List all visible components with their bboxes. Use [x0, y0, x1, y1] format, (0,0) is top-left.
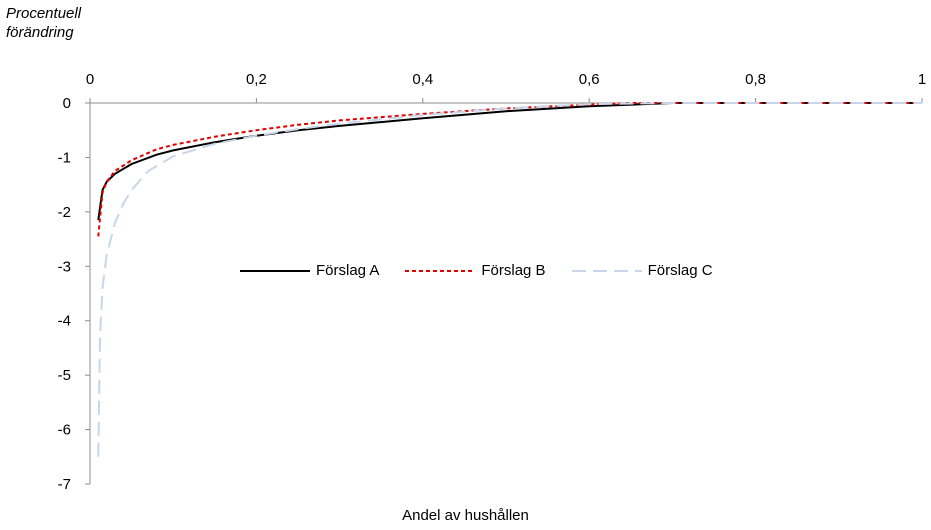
legend-label-c: Förslag C [647, 262, 713, 279]
y-tick-label: -7 [58, 476, 71, 493]
x-tick-label: 0,6 [579, 71, 600, 88]
legend-swatch-c [571, 269, 642, 272]
y-tick-label: -4 [58, 313, 71, 330]
legend-swatch-a [240, 269, 310, 272]
tick-labels-layer: 0 0,2 0,4 0,6 0,8 1 0 -1 -2 -3 -4 -5 -6 -7 [58, 71, 927, 493]
y-tick-label: -6 [58, 422, 71, 439]
legend-item-c: Förslag C [571, 262, 713, 279]
axes-layer [85, 98, 923, 485]
series-line-1 [97, 102, 922, 221]
y-axis-title-line-2: förändring [6, 24, 74, 41]
legend-swatch-b [405, 269, 476, 272]
legend-label-a: Förslag A [316, 262, 380, 279]
x-tick-label: 1 [918, 71, 926, 88]
y-tick-label: -5 [58, 367, 71, 384]
y-tick-label: -1 [58, 149, 71, 166]
x-axis-title: Andel av hushållen [402, 507, 529, 524]
y-tick-label: -3 [58, 258, 71, 275]
x-tick-label: 0,8 [745, 71, 766, 88]
legend-label-b: Förslag B [481, 262, 546, 279]
legend: Förslag A Förslag B Förslag C [240, 262, 739, 279]
y-axis-title-line-1: Procentuell [6, 5, 82, 22]
series-line-3 [97, 102, 922, 457]
x-tick-label: 0,4 [412, 71, 433, 88]
series-layer [97, 102, 922, 457]
y-tick-label: -2 [58, 204, 71, 221]
legend-item-a: Förslag A [240, 262, 379, 279]
y-tick-label: 0 [63, 95, 71, 112]
x-tick-label: 0 [86, 71, 94, 88]
x-tick-label: 0,2 [246, 71, 267, 88]
legend-item-b: Förslag B [405, 262, 546, 279]
series-line-2 [97, 102, 922, 237]
y-axis-title: Procentuell förändring [6, 4, 81, 42]
